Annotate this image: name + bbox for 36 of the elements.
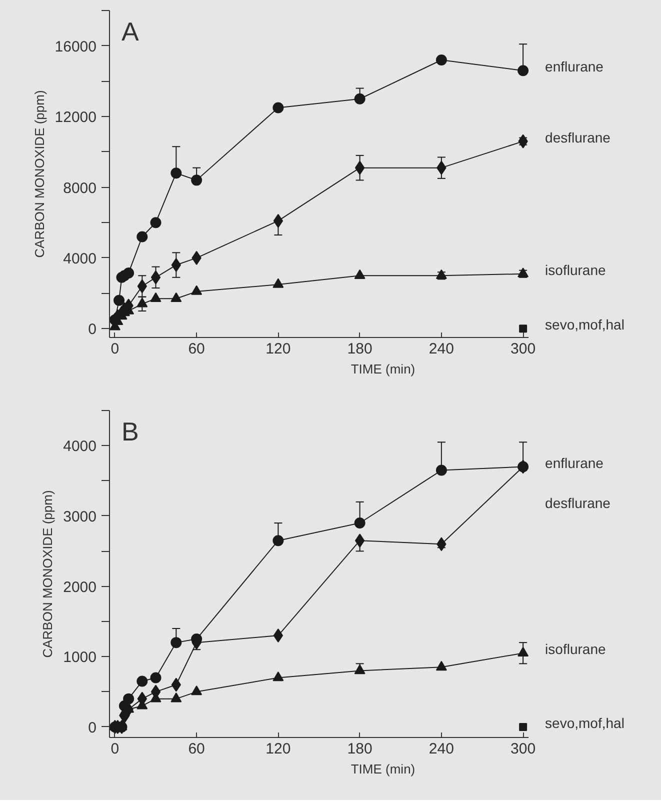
x-tick-label: 300	[510, 740, 536, 758]
y-axis-title: CARBON MONOXIDE (ppm)	[32, 90, 47, 258]
text: desflurane	[545, 494, 611, 511]
x-axis-title: TIME (min)	[350, 762, 416, 776]
x-tick-label: 0	[110, 740, 120, 758]
y-tick-label: 0	[88, 719, 96, 736]
y-tick-label: 3000	[63, 508, 97, 526]
x-tick-label: 180	[347, 740, 372, 758]
x-tick-label: 240	[428, 740, 454, 758]
y-tick-label: 8000	[63, 180, 97, 197]
y-tick-label: 16000	[54, 38, 97, 56]
y-tick-label: 12000	[54, 109, 97, 126]
x-tick-label: 0	[110, 340, 120, 358]
series-label: isoflurane	[545, 262, 606, 278]
series-label: desflurane	[545, 129, 611, 146]
chart-title: B	[122, 416, 139, 446]
x-tick-label: 300	[510, 340, 536, 358]
y-tick-label: 1000	[63, 649, 97, 666]
y-tick-label: 4000	[63, 438, 97, 456]
x-tick-label: 120	[266, 740, 291, 758]
x-tick-label: 60	[188, 740, 205, 758]
y-axis-title: CARBON MONOXIDE (ppm)	[40, 490, 56, 658]
x-tick-label: 60	[188, 340, 205, 358]
series-label: isoflurane	[545, 641, 606, 658]
series-label: enflurane	[545, 58, 604, 75]
series-label: enflurane	[545, 454, 604, 471]
x-tick-label: 240	[428, 340, 454, 358]
x-tick-label: 120	[266, 340, 291, 358]
y-tick-label: 2000	[63, 578, 97, 596]
x-tick-label: 180	[347, 340, 372, 358]
x-axis-title: TIME (min)	[350, 362, 416, 376]
y-tick-label: 0	[88, 321, 96, 338]
chart-title: A	[122, 16, 140, 46]
series-label: sevo,mof,hal	[545, 714, 624, 731]
series-label: sevo,mof,hal	[545, 316, 624, 333]
y-tick-label: 4000	[63, 250, 97, 268]
